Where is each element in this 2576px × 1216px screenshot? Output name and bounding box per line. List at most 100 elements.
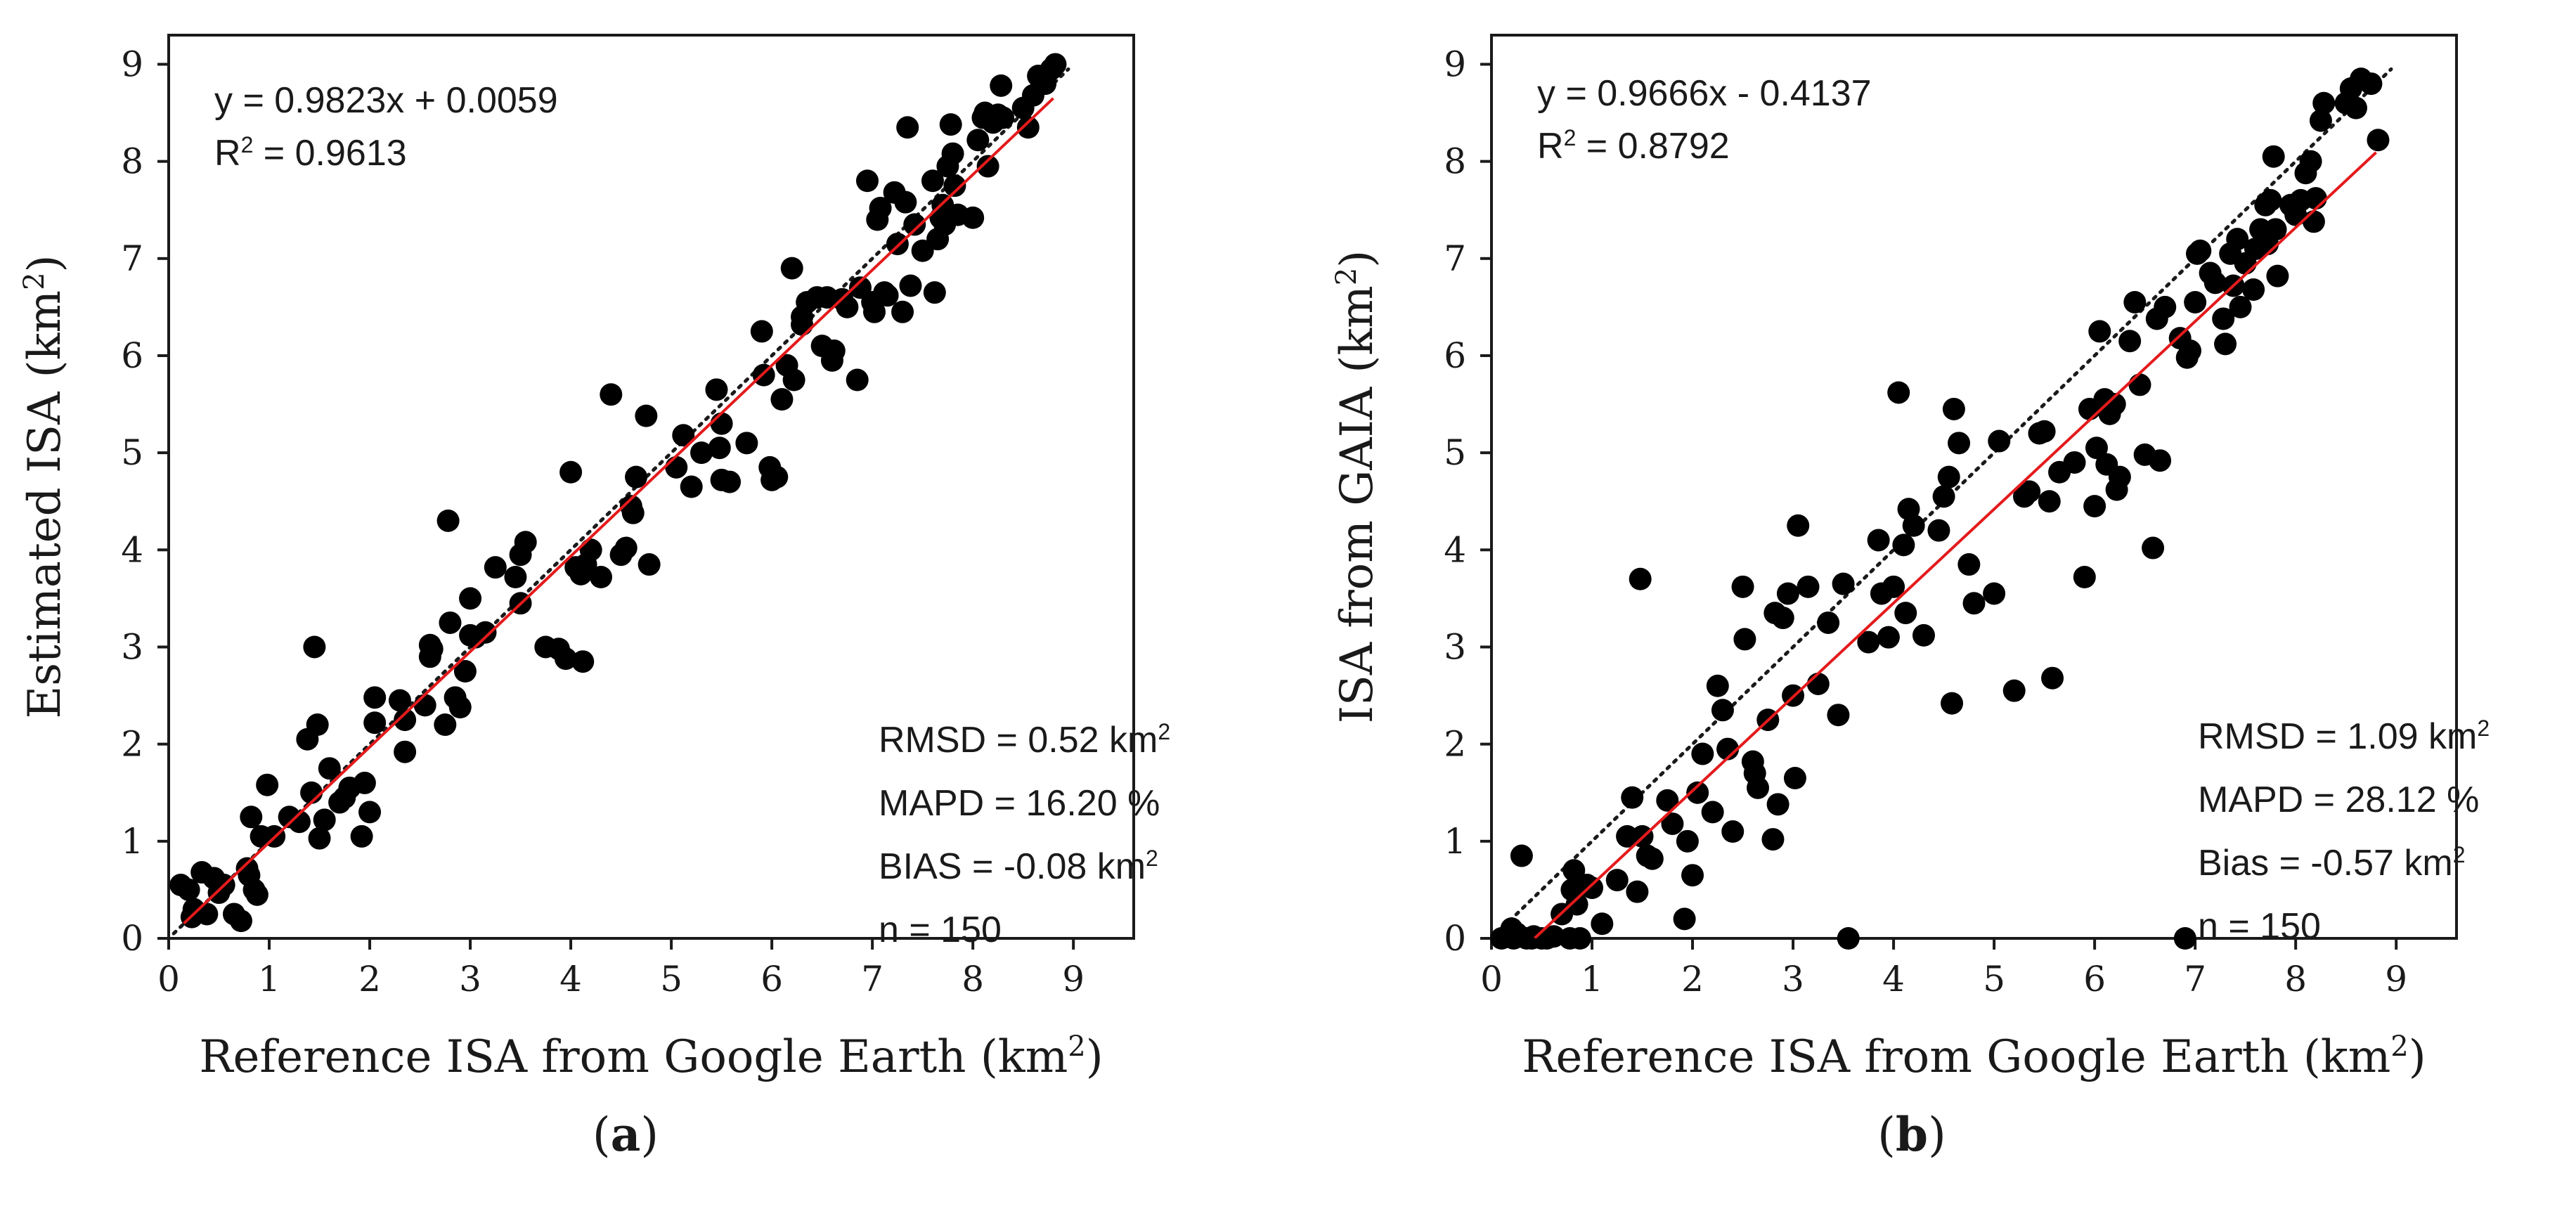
data-point-b [1733,628,1756,651]
data-point-b [1902,514,1925,537]
stat-line-a: RMSD = 0.52 km2 [879,719,1170,761]
data-point-a [710,412,733,435]
data-point-b [2103,393,2126,416]
data-point-a [876,284,899,307]
data-point-b [2266,264,2289,287]
data-point-a [869,196,892,219]
data-point-a [350,824,373,848]
data-point-b [2038,490,2061,513]
y-tick-label-b: 1 [1444,821,1466,862]
data-point-b [2149,449,2172,472]
y-tick-label-a: 6 [121,335,143,376]
data-point-b [2242,278,2265,302]
data-point-b [1673,907,1696,931]
data-point-b [1711,699,1734,722]
y-tick-label-b: 3 [1444,626,1466,667]
data-point-a [306,713,329,737]
data-point-b [1626,880,1649,903]
data-point-b [1721,820,1745,843]
y-tick-label-a: 7 [121,238,143,279]
data-point-a [705,378,728,401]
y-axis-label-b: ISA from GAIA (km2) [1331,250,1383,724]
data-point-b [1837,927,1860,950]
x-axis-label-a: Reference ISA from Google Earth (km2) [199,1030,1103,1083]
data-point-a [941,142,964,165]
data-point-a [182,898,205,921]
y-tick-label-a: 9 [121,44,143,84]
data-point-a [791,305,814,328]
data-point-a [308,827,331,850]
data-point-a [1016,116,1040,139]
data-point-a [635,404,658,427]
chart-panel-a: 0 1 2 3 4 5 6 7 8 9 0 1 2 3 4 5 6 7 8 9 y = 0.9823x + 0.0059… [18,34,1170,1162]
data-point-a [363,711,387,735]
data-point-a [434,713,457,737]
data-point-a [245,883,268,906]
data-point-b [1957,553,1981,576]
data-point-a [690,441,713,465]
data-point-b [1932,485,1955,508]
y-tick-label-b: 8 [1444,141,1466,182]
data-point-b [2184,290,2207,313]
x-tick-label-b: 7 [2184,959,2206,1000]
data-point-b [2178,339,2201,363]
data-point-a [992,106,1015,129]
data-point-b [2344,96,2367,119]
x-tick-label-a: 1 [258,959,280,1000]
y-tick-label-b: 2 [1444,724,1466,765]
data-point-b [1761,828,1785,851]
r-squared-a: R2 = 0.9613 [214,132,407,174]
data-point-b [1731,575,1754,598]
data-point-a [328,791,351,814]
data-point-a [459,587,482,610]
data-point-b [1621,786,1644,809]
stat-line-a: BIAS = -0.08 km2 [879,846,1158,887]
data-point-a [990,74,1013,97]
data-point-a [394,709,417,732]
data-point-a [1011,96,1035,119]
y-axis-label-a: Estimated ISA (km2) [18,254,71,718]
x-tick-label-a: 2 [358,959,381,1000]
stat-line-b: MAPD = 28.12 % [2198,780,2479,820]
data-point-a [313,808,336,832]
x-axis-label-b: Reference ISA from Google Earth (km2) [1522,1030,2426,1083]
data-point-b [2073,566,2096,588]
data-point-a [474,621,497,644]
y-tick-label-b: 4 [1444,529,1466,570]
data-point-a [780,257,803,280]
data-point-b [1988,429,2011,453]
data-point-a [782,368,805,392]
data-point-b [1882,575,1905,598]
data-point-b [1568,927,1591,950]
data-point-a [966,129,990,152]
data-point-b [2123,290,2147,313]
data-point-b [1771,607,1794,630]
data-point-b [2264,218,2287,241]
data-point-b [1766,793,1789,816]
data-point-b [1510,844,1533,867]
stat-line-b: n = 150 [2198,906,2321,947]
x-tick-label-a: 4 [559,959,582,1000]
data-point-a [962,206,985,229]
data-point-a [571,650,595,673]
x-tick-label-a: 3 [459,959,481,1000]
x-tick-label-b: 1 [1581,959,1603,1000]
data-point-a [358,801,382,824]
data-point-a [822,339,846,363]
data-point-a [855,169,879,193]
x-tick-label-b: 5 [1983,959,2005,1000]
data-point-b [2367,129,2390,152]
x-tick-label-b: 4 [1882,959,1905,1000]
y-tick-label-b: 5 [1444,432,1466,473]
data-point-b [1701,801,1724,824]
data-point-b [2203,271,2227,295]
data-point-b [2229,295,2252,318]
data-point-b [1857,630,1880,654]
data-point-b [2085,436,2108,460]
data-point-b [1787,514,1810,537]
data-point-a [863,300,886,323]
data-point-b [1892,533,1915,557]
y-tick-label-b: 6 [1444,335,1466,376]
data-point-b [1941,692,1964,715]
x-tick-label-a: 5 [660,959,682,1000]
